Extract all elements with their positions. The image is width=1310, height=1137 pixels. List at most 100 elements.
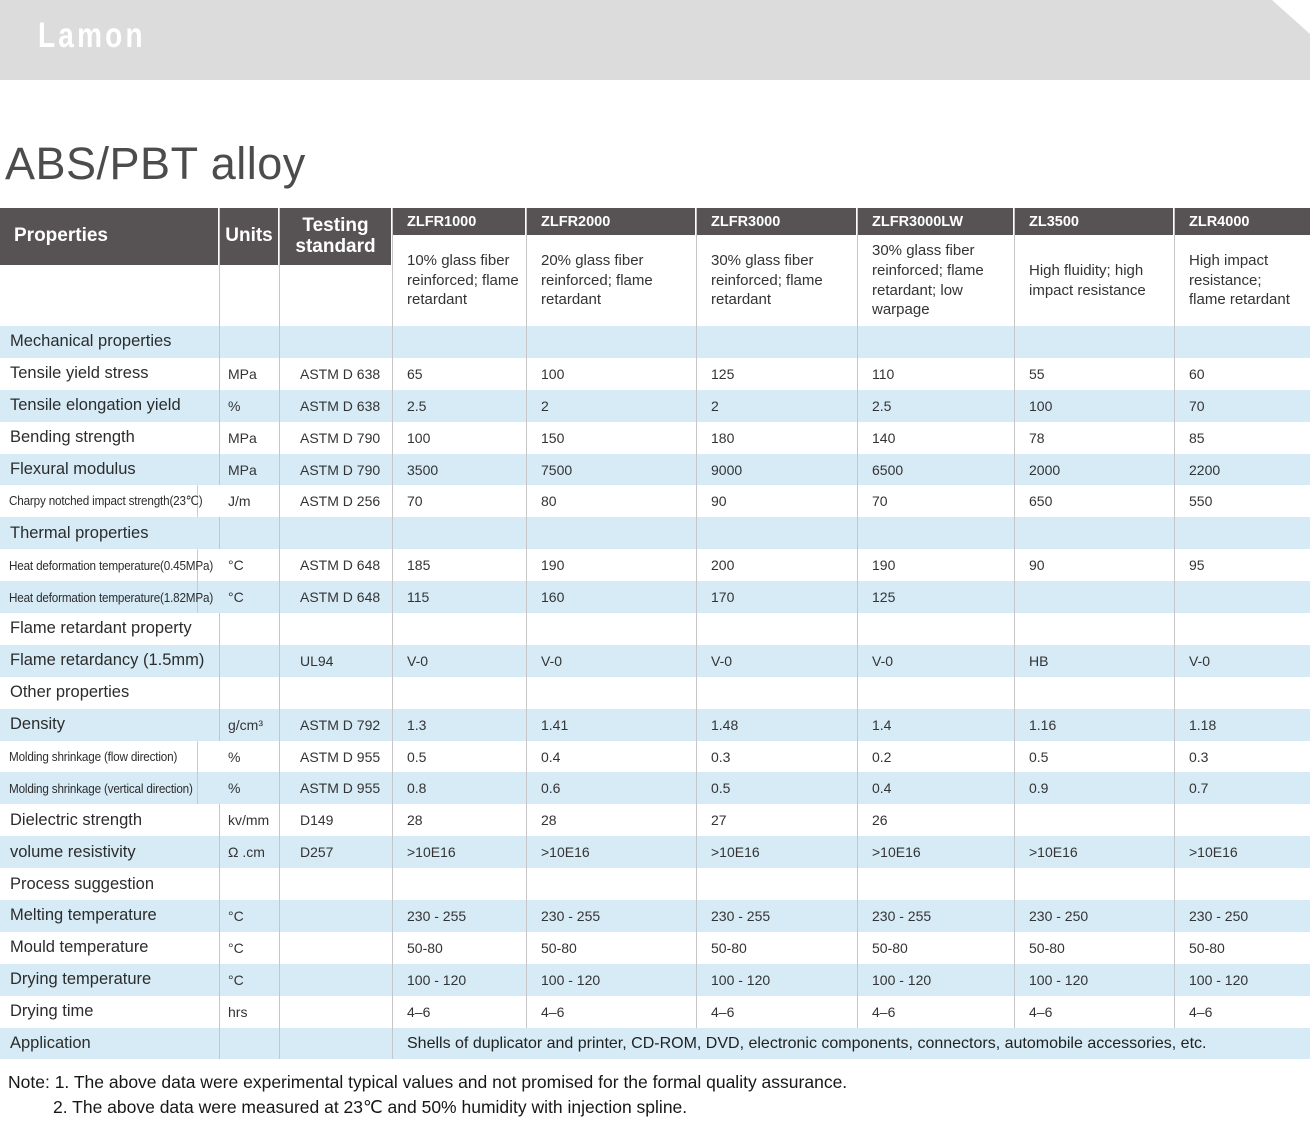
value-cell: V-0 xyxy=(697,644,858,677)
value-cell: 0.3 xyxy=(1189,748,1209,765)
grade-header-ZLFR3000LW: ZLFR3000LW xyxy=(858,208,1013,235)
value-cell: 115 xyxy=(393,581,527,614)
unit-cell: Ω .cm xyxy=(220,836,280,869)
value-cell xyxy=(527,326,697,358)
value-cell: 180 xyxy=(697,421,858,454)
unit-cell: % xyxy=(220,740,280,773)
value-cell: 50-80 xyxy=(1015,931,1175,964)
property-cell: Drying temperature xyxy=(0,963,220,996)
page-title: ABS/PBT alloy xyxy=(5,138,306,189)
standard-cell: ASTM D 638 xyxy=(280,357,393,390)
unit-cell: hrs xyxy=(220,995,280,1028)
value-cell: 2000 xyxy=(1015,453,1175,486)
header-col-grade: ZLR4000 High impact resistance; flame ret… xyxy=(1175,208,1310,326)
value-cell xyxy=(1175,581,1310,613)
standard-cell: ASTM D 955 xyxy=(280,740,393,773)
value-cell: >10E16 xyxy=(1015,836,1175,869)
standard-cell: D257 xyxy=(280,836,393,869)
value-cell: 650 xyxy=(1015,485,1175,518)
grade-header-ZL3500: ZL3500 xyxy=(1015,208,1173,235)
value-cell: 110 xyxy=(858,357,1015,390)
column-header: Testing standard xyxy=(280,208,391,265)
table-body: Mechanical properties Tensile yield stres… xyxy=(0,326,1310,1060)
value-cell: 27 xyxy=(697,804,858,837)
section-row: Flame retardant property xyxy=(0,613,1310,645)
property-cell: Flexural modulus xyxy=(0,453,220,486)
value-cell xyxy=(1015,517,1175,550)
value-cell: 100 xyxy=(527,357,697,390)
unit-cell: MPa xyxy=(220,357,280,390)
table-header: Properties Units Testing standard ZLFR1000 1… xyxy=(0,208,1310,326)
standard-cell xyxy=(280,900,393,932)
standard-cell xyxy=(280,963,393,996)
value-cell: 70 xyxy=(858,485,1015,518)
value-cell: 4–6 xyxy=(858,995,1015,1028)
standard-cell xyxy=(280,868,393,901)
value-cell: 150 xyxy=(527,421,697,454)
property-cell: Tensile elongation yield xyxy=(0,389,220,422)
value-cell: 9000 xyxy=(697,453,858,486)
value-cell: 100 - 120 xyxy=(1015,963,1175,996)
unit-cell: g/cm³ xyxy=(220,708,280,741)
value-cell: 50-80 xyxy=(393,931,527,964)
value-cell: 190 xyxy=(858,549,1015,582)
brand-logo: Lamon xyxy=(38,16,146,55)
value-cell: 0.5 xyxy=(697,772,858,805)
unit-cell xyxy=(220,326,280,358)
grade-description: 30% glass fiber reinforced; flame retard… xyxy=(872,241,984,319)
standard-cell: ASTM D 638 xyxy=(280,389,393,422)
property-cell: Process suggestion xyxy=(0,868,220,901)
value-cell xyxy=(1015,868,1175,901)
property-cell: Mould temperature xyxy=(0,931,220,964)
standard-cell xyxy=(280,517,393,550)
value-cell xyxy=(1015,326,1175,358)
header-col-grade: ZLFR2000 20% glass fiber reinforced; flam… xyxy=(527,208,697,326)
value-cell: 2.5 xyxy=(393,389,527,422)
unit-cell: % xyxy=(220,772,280,805)
value-cell xyxy=(393,676,527,709)
value-cell: >10E16 xyxy=(527,836,697,869)
value-cell xyxy=(1015,804,1175,837)
value-cell: V-0 xyxy=(393,644,527,677)
header-col-grade: ZLFR3000 30% glass fiber reinforced; flam… xyxy=(697,208,858,326)
value-cell xyxy=(1175,517,1310,549)
value-cell: V-0 xyxy=(858,644,1015,677)
value-cell: 6500 xyxy=(858,453,1015,486)
value-cell: 0.8 xyxy=(393,772,527,805)
value-cell: 230 - 255 xyxy=(697,900,858,932)
value-cell: 1.3 xyxy=(393,708,527,741)
value-cell: 230 - 250 xyxy=(1015,900,1175,932)
standard-cell: ASTM D 648 xyxy=(280,549,393,582)
value-cell: 2200 xyxy=(1189,461,1221,478)
value-cell: 70 xyxy=(393,485,527,518)
section-row: Process suggestion xyxy=(0,868,1310,901)
value-cell: 3500 xyxy=(393,453,527,486)
property-cell: Melting temperature xyxy=(0,900,220,932)
standard-cell: ASTM D 790 xyxy=(280,453,393,486)
value-cell xyxy=(1015,581,1175,614)
unit-cell: MPa xyxy=(220,453,280,486)
value-cell: 0.5 xyxy=(1015,740,1175,773)
unit-cell xyxy=(220,1027,280,1060)
unit-cell xyxy=(220,517,280,550)
value-cell: >10E16 xyxy=(697,836,858,869)
property-cell: Density xyxy=(0,708,220,741)
table-row: Tensile elongation yield% ASTM D 638 2.5 2 2… xyxy=(0,389,1310,422)
standard-cell: ASTM D 955 xyxy=(280,772,393,805)
table-row: Heat deformation temperature(1.82MPa) °C A… xyxy=(0,581,1310,614)
grade-description: High impact resistance; flame retardant xyxy=(1189,251,1290,309)
value-cell: 90 xyxy=(1015,549,1175,582)
value-cell: 125 xyxy=(697,357,858,390)
value-cell: 230 - 255 xyxy=(858,900,1015,932)
value-cell xyxy=(858,868,1015,901)
property-cell: Tensile yield stress xyxy=(0,357,220,390)
value-cell xyxy=(697,517,858,550)
header-col-fixed: Units xyxy=(220,208,280,326)
value-cell xyxy=(1015,676,1175,709)
unit-cell: kv/mm xyxy=(220,804,280,837)
grade-header-ZLFR1000: ZLFR1000 xyxy=(393,208,525,235)
value-cell: 185 xyxy=(393,549,527,582)
unit-cell xyxy=(220,644,280,677)
value-cell: V-0 xyxy=(527,644,697,677)
